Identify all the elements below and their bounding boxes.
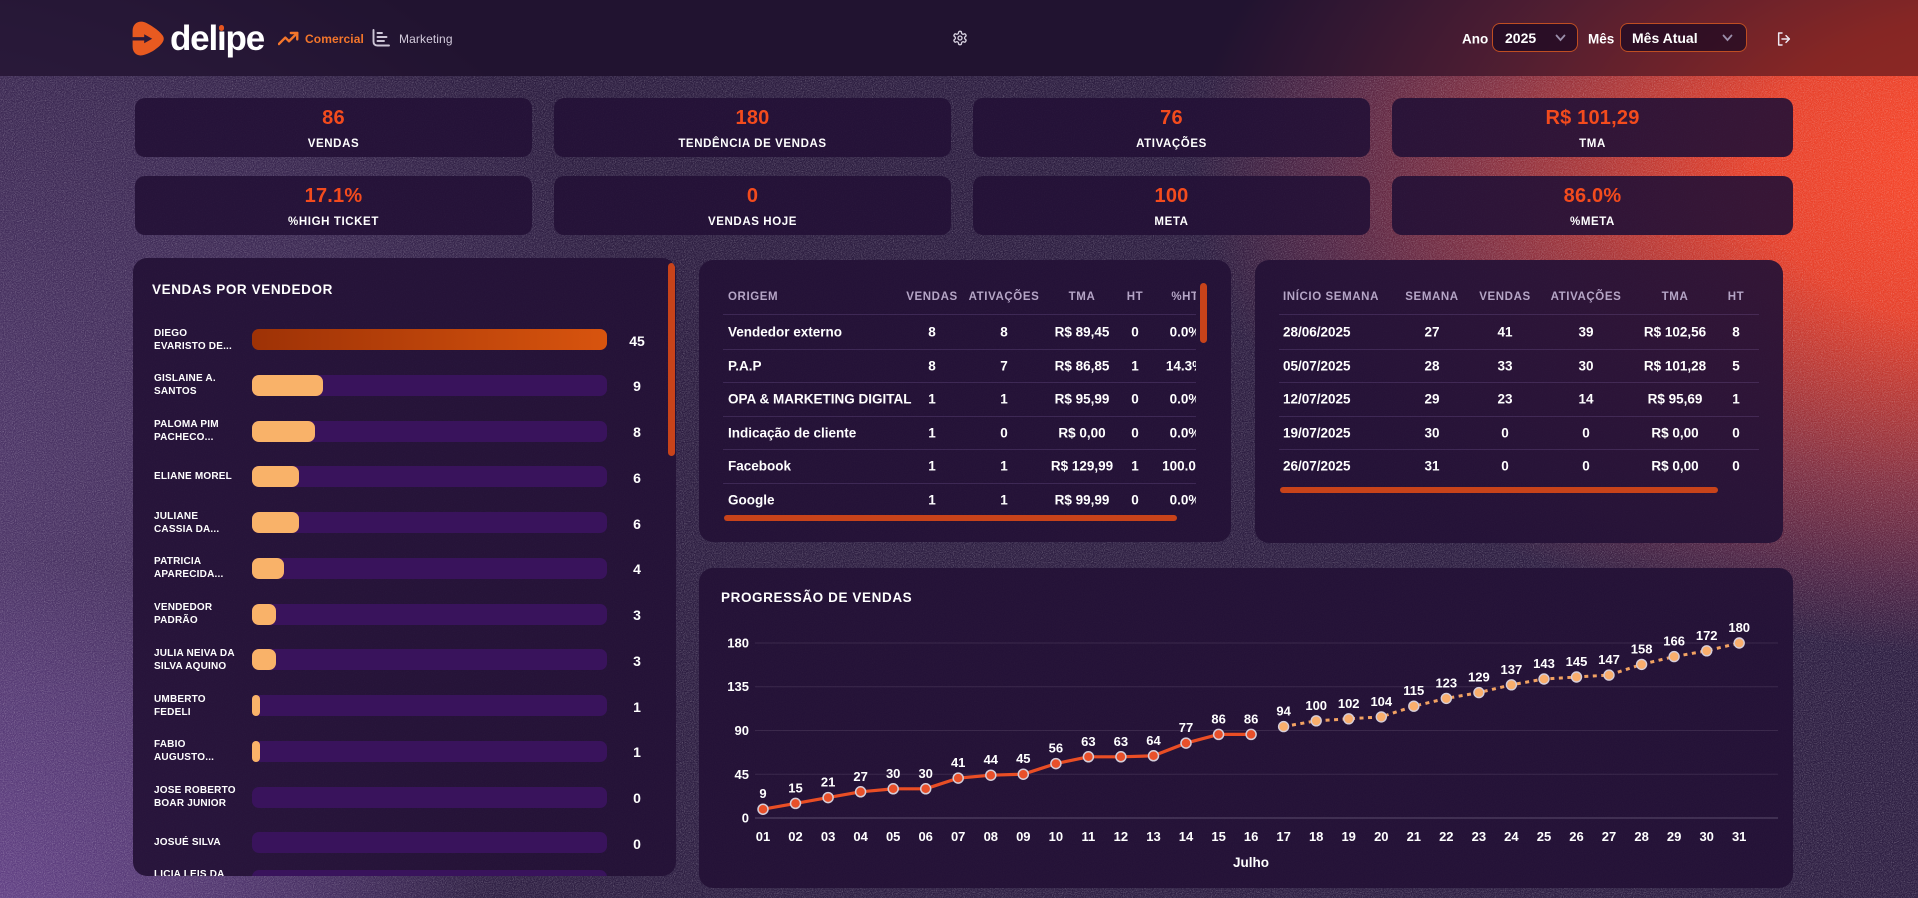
svg-text:0: 0 — [742, 811, 749, 826]
svg-text:09: 09 — [1016, 829, 1030, 844]
svg-text:27: 27 — [1602, 829, 1616, 844]
svg-text:143: 143 — [1533, 656, 1555, 671]
svg-text:158: 158 — [1631, 641, 1653, 656]
svg-text:16: 16 — [1244, 829, 1258, 844]
svg-text:27: 27 — [853, 769, 867, 784]
svg-text:100: 100 — [1305, 698, 1327, 713]
svg-text:Julho: Julho — [1233, 855, 1269, 870]
svg-text:90: 90 — [735, 723, 749, 738]
svg-text:64: 64 — [1146, 733, 1161, 748]
svg-text:13: 13 — [1146, 829, 1160, 844]
svg-text:86: 86 — [1244, 711, 1258, 726]
svg-text:17: 17 — [1276, 829, 1290, 844]
svg-text:12: 12 — [1114, 829, 1128, 844]
svg-text:63: 63 — [1114, 734, 1128, 749]
svg-text:44: 44 — [984, 752, 999, 767]
svg-text:06: 06 — [918, 829, 932, 844]
svg-text:18: 18 — [1309, 829, 1323, 844]
svg-text:19: 19 — [1341, 829, 1355, 844]
svg-text:21: 21 — [1407, 829, 1421, 844]
svg-text:137: 137 — [1501, 662, 1523, 677]
svg-text:172: 172 — [1696, 628, 1718, 643]
svg-text:28: 28 — [1634, 829, 1648, 844]
svg-text:24: 24 — [1504, 829, 1519, 844]
svg-text:20: 20 — [1374, 829, 1388, 844]
svg-text:30: 30 — [886, 766, 900, 781]
svg-text:30: 30 — [1699, 829, 1713, 844]
svg-text:15: 15 — [788, 780, 802, 795]
svg-text:04: 04 — [853, 829, 868, 844]
svg-text:03: 03 — [821, 829, 835, 844]
svg-text:115: 115 — [1403, 683, 1424, 698]
svg-text:29: 29 — [1667, 829, 1681, 844]
svg-text:102: 102 — [1338, 696, 1360, 711]
svg-text:180: 180 — [727, 636, 749, 651]
svg-text:45: 45 — [1016, 751, 1030, 766]
svg-text:77: 77 — [1179, 720, 1193, 735]
svg-text:147: 147 — [1598, 652, 1620, 667]
svg-text:10: 10 — [1049, 829, 1063, 844]
svg-text:30: 30 — [918, 766, 932, 781]
svg-text:26: 26 — [1569, 829, 1583, 844]
svg-text:21: 21 — [821, 775, 835, 790]
svg-text:123: 123 — [1435, 675, 1457, 690]
svg-text:31: 31 — [1732, 829, 1746, 844]
svg-text:25: 25 — [1537, 829, 1551, 844]
svg-text:23: 23 — [1472, 829, 1486, 844]
svg-text:11: 11 — [1082, 829, 1096, 844]
svg-text:86: 86 — [1211, 711, 1225, 726]
svg-text:15: 15 — [1211, 829, 1225, 844]
svg-text:104: 104 — [1370, 694, 1392, 709]
svg-text:01: 01 — [756, 829, 770, 844]
svg-text:02: 02 — [788, 829, 802, 844]
svg-text:41: 41 — [951, 755, 965, 770]
svg-text:63: 63 — [1081, 734, 1095, 749]
svg-text:56: 56 — [1049, 741, 1063, 756]
svg-text:22: 22 — [1439, 829, 1453, 844]
svg-text:129: 129 — [1468, 670, 1490, 685]
svg-text:9: 9 — [759, 786, 766, 801]
svg-text:08: 08 — [984, 829, 998, 844]
svg-text:135: 135 — [727, 679, 749, 694]
svg-text:94: 94 — [1276, 704, 1291, 719]
svg-text:145: 145 — [1566, 654, 1588, 669]
svg-text:180: 180 — [1728, 620, 1750, 635]
svg-text:14: 14 — [1179, 829, 1194, 844]
svg-text:45: 45 — [735, 767, 749, 782]
svg-text:07: 07 — [951, 829, 965, 844]
svg-text:166: 166 — [1663, 634, 1685, 649]
svg-text:05: 05 — [886, 829, 900, 844]
